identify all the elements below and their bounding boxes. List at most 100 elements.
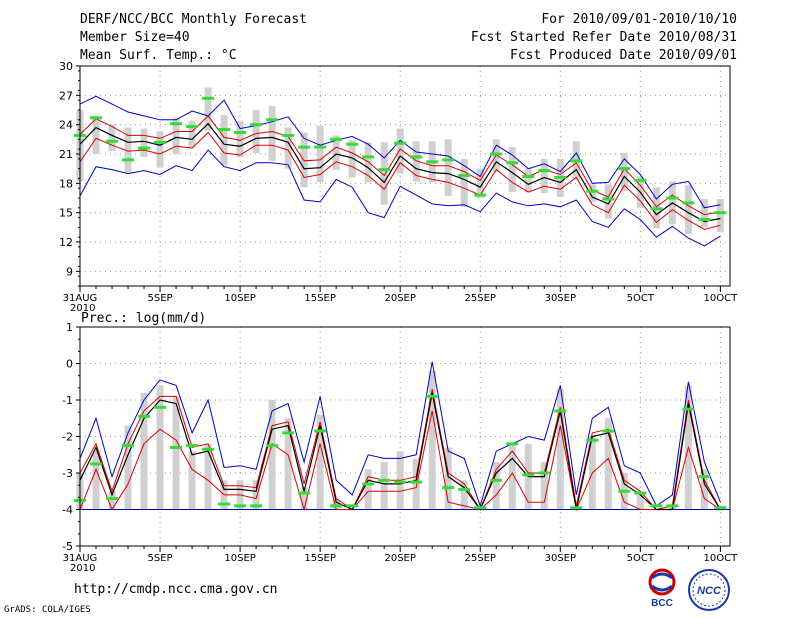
x-tick-label: 10OCT — [704, 553, 739, 564]
spread-lower-line — [79, 410, 721, 512]
x-tick-label: 10SEP — [224, 553, 255, 564]
ensemble-bar — [172, 117, 180, 154]
ensemble-bar — [412, 458, 420, 510]
ensemble-bar — [460, 158, 468, 207]
y-tick-label: -5 — [62, 540, 73, 553]
forecast-period: For 2010/09/01-2010/10/10 — [541, 12, 737, 27]
ensemble-bar — [460, 480, 468, 510]
ensemble-min-line — [79, 95, 721, 209]
x-tick-label: 5SEP — [148, 553, 173, 564]
ensemble-bar — [700, 198, 708, 228]
ensemble-bar — [620, 153, 628, 192]
ensemble-bar — [348, 140, 356, 178]
ensemble-mean-line — [79, 122, 721, 223]
ensemble-bar — [156, 385, 164, 510]
x-tick-label: 20SEP — [384, 293, 415, 304]
x-tick-label: 30SEP — [545, 293, 576, 304]
ensemble-bar — [140, 128, 148, 157]
x-tick-label: 25SEP — [465, 293, 496, 304]
ncc-logo: NCC — [684, 568, 734, 616]
spread-lower-line — [79, 131, 721, 230]
ensemble-bar — [588, 184, 596, 202]
ensemble-bar — [508, 147, 516, 193]
grads-credit: GrADS: COLA/IGES — [4, 605, 91, 615]
ensemble-bar — [332, 498, 340, 510]
x-tick-label: 15SEP — [304, 553, 335, 564]
ensemble-mean-line — [79, 392, 721, 511]
ensemble-max-line — [79, 149, 721, 247]
x-tick-label: 5OCT — [627, 553, 655, 564]
x-tick-label: 5SEP — [148, 293, 173, 304]
x-tick-label: 5OCT — [627, 293, 655, 304]
ensemble-bar — [236, 120, 244, 157]
source-url[interactable]: http://cmdp.ncc.cma.gov.cn — [74, 582, 278, 597]
ensemble-bar — [444, 139, 452, 197]
forecast-started: Fcst Started Refer Date 2010/08/31 — [470, 30, 737, 45]
ensemble-bar — [124, 425, 132, 510]
ensemble-bar — [108, 491, 116, 510]
ensemble-bar — [428, 370, 436, 510]
ensemble-bar — [604, 184, 612, 219]
ensemble-bar — [524, 167, 532, 193]
y-tick-label: 9 — [66, 265, 73, 278]
ensemble-bar — [220, 114, 228, 166]
ensemble-bar — [540, 462, 548, 510]
member-size: Member Size=40 — [80, 30, 190, 45]
ensemble-bar — [364, 469, 372, 510]
ensemble-bar — [396, 128, 404, 174]
ensemble-bar — [252, 480, 260, 510]
y-tick-label: 27 — [59, 89, 73, 102]
ensemble-bar — [204, 443, 212, 510]
ensemble-bar — [188, 120, 196, 148]
y-tick-label: -4 — [62, 504, 73, 517]
ensemble-bar — [268, 400, 276, 510]
y-tick-label: -1 — [62, 394, 73, 407]
forecast-produced: Fcst Produced Date 2010/09/01 — [510, 48, 737, 63]
ensemble-bar — [92, 451, 100, 510]
x-tick-label: 15SEP — [304, 293, 335, 304]
x-tick-label: 2010 — [70, 563, 95, 574]
bcc-logo: BCC — [638, 568, 686, 612]
ensemble-bar — [556, 389, 564, 510]
ncc-logo-text: NCC — [697, 585, 722, 597]
x-tick-label: 25SEP — [465, 553, 496, 564]
ensemble-bar — [300, 487, 308, 510]
ensemble-bar — [316, 125, 324, 183]
ensemble-bar — [604, 418, 612, 510]
y-tick-label: 12 — [59, 236, 73, 249]
y-tick-label: 21 — [59, 148, 73, 161]
ensemble-bar — [700, 469, 708, 510]
ensemble-bar — [684, 185, 692, 235]
y-tick-label: -3 — [62, 467, 73, 480]
ensemble-bar — [332, 135, 340, 170]
x-tick-label: 30SEP — [545, 553, 576, 564]
x-tick-label: 20SEP — [384, 553, 415, 564]
ensemble-bar — [444, 447, 452, 510]
ensemble-bar — [636, 494, 644, 510]
variable-label: Mean Surf. Temp.: °C — [80, 48, 237, 63]
y-tick-label: 15 — [59, 207, 73, 220]
panel-title: Prec.: log(mm/d) — [81, 311, 206, 326]
y-tick-label: -2 — [62, 431, 73, 444]
y-tick-label: 30 — [59, 60, 73, 73]
ensemble-bar — [380, 462, 388, 510]
ensemble-bar — [284, 418, 292, 510]
ensemble-bar — [300, 132, 308, 188]
ensemble-bar — [412, 141, 420, 182]
ensemble-bar — [156, 131, 164, 168]
ensemble-bar — [252, 110, 260, 154]
y-tick-label: 18 — [59, 177, 73, 190]
ensemble-bar — [172, 396, 180, 510]
ensemble-bar — [108, 124, 116, 152]
ensemble-bar — [140, 392, 148, 510]
ensemble-bar — [268, 106, 276, 161]
x-tick-label: 2010 — [70, 303, 95, 314]
ensemble-bar — [204, 87, 212, 131]
ensemble-bar — [492, 462, 500, 510]
ensemble-bar — [508, 443, 516, 510]
x-tick-label: 10SEP — [224, 293, 255, 304]
ensemble-bar — [380, 142, 388, 205]
ensemble-bar — [316, 414, 324, 510]
